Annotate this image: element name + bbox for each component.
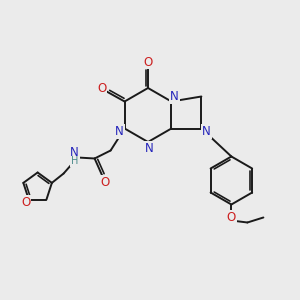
Text: N: N — [202, 125, 211, 138]
Text: O: O — [100, 176, 109, 189]
Text: H: H — [71, 157, 78, 166]
Text: O: O — [143, 56, 153, 68]
Text: N: N — [145, 142, 153, 154]
Text: N: N — [170, 90, 179, 103]
Text: N: N — [115, 125, 124, 138]
Text: N: N — [70, 146, 79, 159]
Text: O: O — [97, 82, 106, 95]
Text: O: O — [227, 211, 236, 224]
Text: O: O — [21, 196, 30, 209]
